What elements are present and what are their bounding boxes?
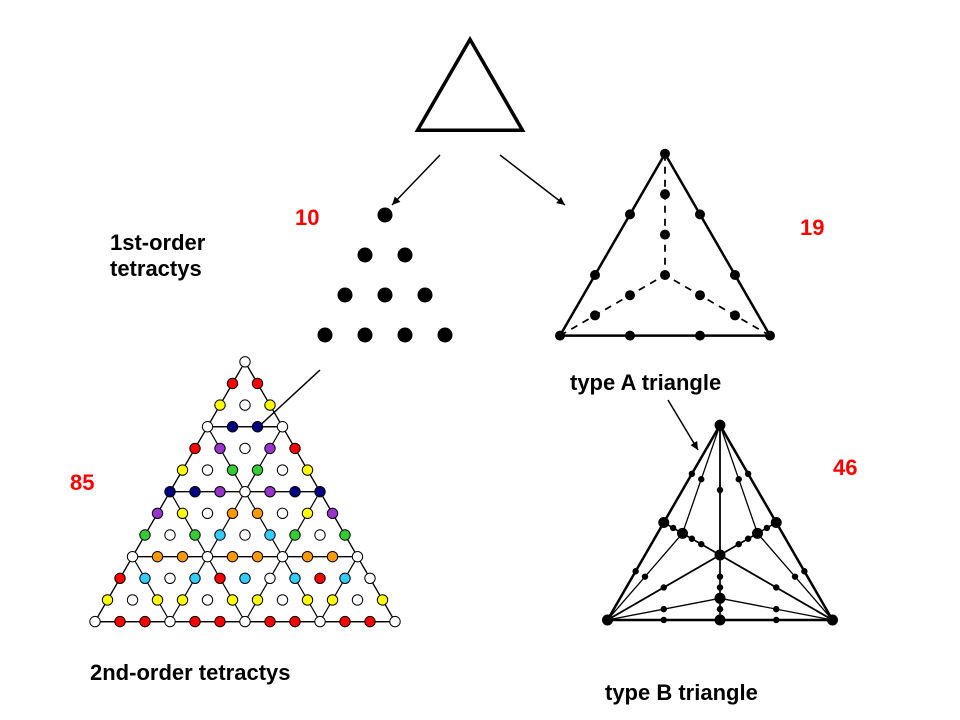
diagram-canvas [0, 0, 960, 720]
count-19: 19 [800, 215, 824, 241]
label-typeB: type B triangle [605, 680, 758, 706]
count-46: 46 [833, 455, 857, 481]
count-85: 85 [70, 470, 94, 496]
count-10: 10 [295, 205, 319, 231]
label-tetractys2: 2nd-order tetractys [90, 660, 291, 686]
label-tetractys1: 1st-order tetractys [110, 230, 205, 282]
label-typeA: type A triangle [570, 370, 721, 396]
